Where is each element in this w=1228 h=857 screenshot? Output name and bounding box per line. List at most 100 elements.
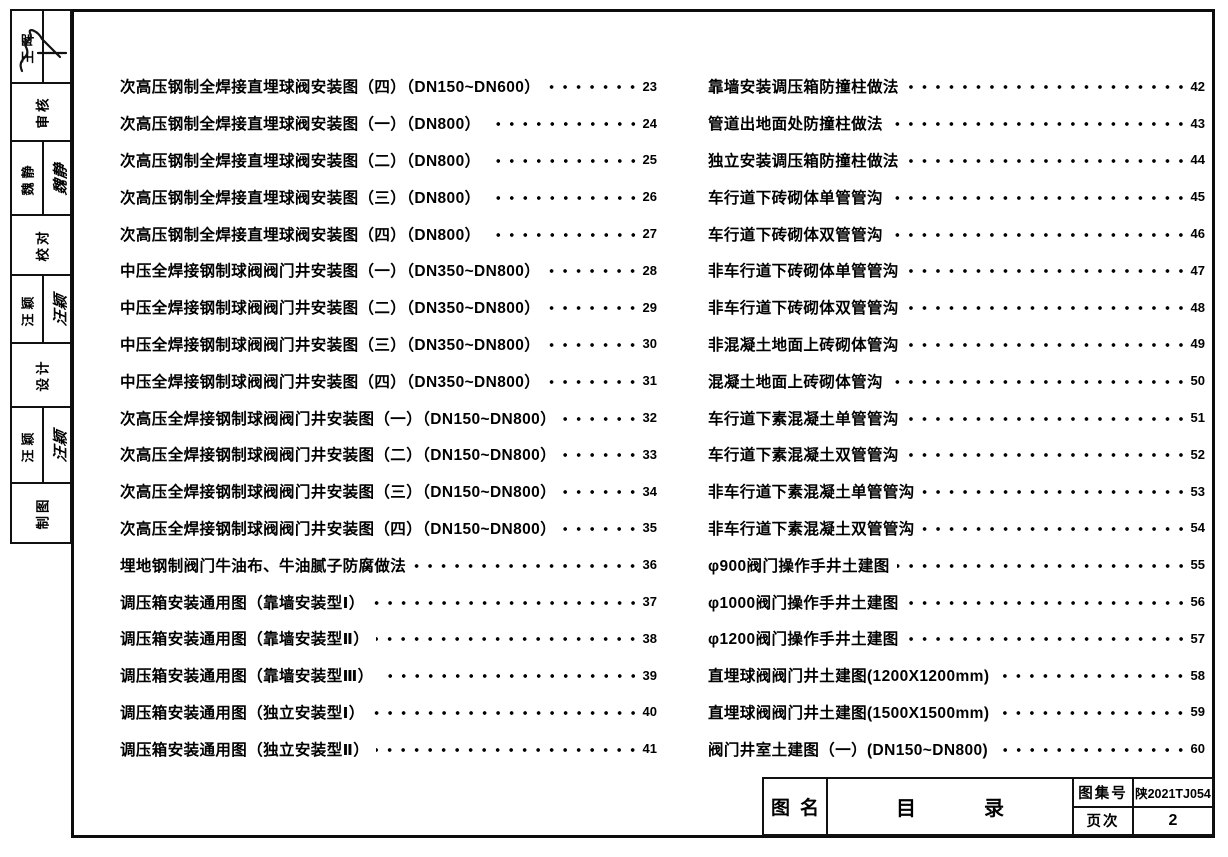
page-number-label: 页次 [1086, 814, 1120, 831]
toc-entry: 非车行道下素混凝土单管管沟 53 [708, 473, 1205, 510]
dot-leader [889, 227, 1188, 242]
toc-entry-page: 60 [1190, 741, 1205, 757]
sidebar-name-label: 汪颖 [20, 291, 36, 327]
toc-entry-page: 29 [642, 299, 657, 315]
toc-entry: φ1200阀门操作手井土建图 57 [708, 620, 1205, 657]
sidebar-name-cell: 王晖 [12, 11, 44, 82]
toc-entry-title: φ900阀门操作手井土建图 [708, 557, 890, 575]
toc-entry-title: 直埋球阀阀门井土建图(1200X1200mm) [708, 668, 990, 686]
toc-entry: 直埋球阀阀门井土建图(1200X1200mm) 58 [708, 657, 1205, 694]
title-block: 图名 目录 图集号 页次 陕2021TJ054 2 [762, 777, 1214, 836]
atlas-number-label: 图集号 [1074, 779, 1132, 808]
toc-entry-page: 53 [1190, 483, 1205, 499]
toc-entry-page: 33 [642, 446, 657, 462]
toc-entry: 非车行道下砖砌体单管管沟 47 [708, 252, 1205, 289]
dot-leader [905, 264, 1188, 279]
toc-right-column: 靠墙安装调压箱防撞柱做法 42 管道出地面处防撞柱做法 43 独立安装调压箱防撞柱做法 4… [708, 68, 1205, 767]
toc-entry-page: 40 [642, 704, 657, 720]
toc-entry-page: 28 [642, 262, 657, 278]
toc-entry-title: 独立安装调压箱防撞柱做法 [708, 152, 899, 170]
toc-entry: 次高压钢制全焊接直埋球阀安装图（四）（DN800） 27 [120, 215, 657, 252]
dot-leader [547, 80, 640, 95]
toc-entry-title: 调压箱安装通用图（靠墙安装型Ⅰ） [120, 594, 365, 612]
dot-leader [547, 301, 640, 316]
page-number-value: 2 [1168, 811, 1178, 829]
toc-entry: 非车行道下素混凝土双管管沟 54 [708, 510, 1205, 547]
toc-entry-title: 次高压钢制全焊接直埋球阀安装图（一）（DN800） [120, 116, 481, 134]
toc-entry: 阀门井室土建图（一）(DN150~DN800) 60 [708, 730, 1205, 767]
toc-entry: 次高压钢制全焊接直埋球阀安装图（二）（DN800） 25 [120, 142, 657, 179]
sidebar-row-校对: 校对 [10, 214, 72, 276]
toc-entry-page: 23 [642, 78, 657, 94]
sidebar-role-label: 校对 [35, 228, 50, 262]
sidebar-role-cell: 制图 [12, 484, 70, 542]
sidebar-row-汪颖: 汪颖 汪颖 [10, 406, 72, 484]
toc-entry: 车行道下砖砌体双管管沟 46 [708, 215, 1205, 252]
toc-entry-page: 44 [1190, 152, 1205, 168]
sidebar-signature-cell [19, 11, 70, 82]
toc-entry-page: 26 [642, 189, 657, 205]
toc-entry-page: 54 [1190, 520, 1205, 536]
sidebar-signature-cell: 汪颖 [44, 408, 76, 482]
toc-entry: 非车行道下砖砌体双管管沟 48 [708, 289, 1205, 326]
dot-leader [371, 705, 640, 720]
toc-entry-page: 49 [1190, 336, 1205, 352]
toc-entry-page: 31 [642, 373, 657, 389]
toc-entry: 中压全焊接钢制球阀阀门井安装图（一）（DN350~DN800） 28 [120, 252, 657, 289]
toc-entry-page: 25 [642, 152, 657, 168]
toc-entry-title: 管道出地面处防撞柱做法 [708, 116, 883, 134]
title-block-labels: 图集号 页次 [1074, 779, 1134, 834]
toc-left-column: 次高压钢制全焊接直埋球阀安装图（四）（DN150~DN600） 23 次高压钢制全焊… [120, 68, 657, 767]
toc-entry-title: 调压箱安装通用图（靠墙安装型Ⅲ） [120, 668, 374, 686]
toc-entry-title: 次高压全焊接钢制球阀阀门井安装图（二）（DN150~DN800） [120, 447, 557, 465]
sidebar-name-label: 魏静 [20, 160, 36, 196]
sidebar-row-审核: 审核 [10, 82, 72, 142]
dot-leader [905, 595, 1188, 610]
drawing-name-label-text: 图名 [770, 798, 829, 819]
toc-entry-page: 56 [1190, 594, 1205, 610]
toc-entry-page: 24 [642, 115, 657, 131]
toc-entry-title: 非车行道下砖砌体双管管沟 [708, 300, 899, 318]
toc-entry-title: 非车行道下素混凝土双管管沟 [708, 520, 915, 538]
toc-entry-title: 直埋球阀阀门井土建图(1500X1500mm) [708, 704, 990, 722]
toc-entry: φ1000阀门操作手井土建图 56 [708, 583, 1205, 620]
drawing-name-label: 图名 [764, 779, 828, 834]
toc-entry-title: 中压全焊接钢制球阀阀门井安装图（三）（DN350~DN800） [120, 336, 541, 354]
sidebar-role-label: 审核 [35, 95, 50, 129]
toc-entry-title: φ1000阀门操作手井土建图 [708, 594, 899, 612]
dot-leader [547, 374, 640, 389]
dot-leader [905, 301, 1188, 316]
signature-text: 汪颖 [51, 291, 70, 327]
toc-entry-title: 混凝土地面上砖砌体管沟 [708, 373, 883, 391]
dot-leader [563, 411, 640, 426]
toc-entry-title: 中压全焊接钢制球阀阀门井安装图（四）（DN350~DN800） [120, 373, 541, 391]
toc-entry-title: φ1200阀门操作手井土建图 [708, 631, 899, 649]
sidebar-row-制图: 制图 [10, 482, 72, 544]
sidebar-row-魏静: 魏静 魏静 [10, 140, 72, 216]
dot-leader [921, 485, 1188, 500]
signature-scribble [19, 29, 68, 73]
toc-entry-title: 次高压钢制全焊接直埋球阀安装图（三）（DN800） [120, 189, 481, 207]
sidebar-role-cell: 审核 [12, 84, 70, 140]
sidebar-signature-cell: 魏静 [44, 142, 76, 214]
dot-leader [905, 337, 1188, 352]
toc-entry-page: 55 [1190, 557, 1205, 573]
toc-entry-title: 非车行道下素混凝土单管管沟 [708, 484, 915, 502]
toc-entry: 次高压全焊接钢制球阀阀门井安装图（一）（DN150~DN800） 32 [120, 399, 657, 436]
toc-entry-page: 47 [1190, 262, 1205, 278]
toc-entry-page: 45 [1190, 189, 1205, 205]
toc-entry-page: 35 [642, 520, 657, 536]
toc-entry-title: 次高压全焊接钢制球阀阀门井安装图（一）（DN150~DN800） [120, 410, 557, 428]
sidebar-role-cell: 设计 [12, 344, 70, 406]
dot-leader [380, 669, 640, 684]
toc-entry-page: 36 [642, 557, 657, 573]
sidebar-name-cell: 汪颖 [12, 276, 44, 342]
toc-entry-page: 42 [1190, 78, 1205, 94]
toc-entry: 埋地钢制阀门牛油布、牛油腻子防腐做法 36 [120, 546, 657, 583]
sheet-border [71, 9, 1215, 838]
toc-entry-title: 车行道下砖砌体双管管沟 [708, 226, 883, 244]
toc-entry: φ900阀门操作手井土建图 55 [708, 546, 1205, 583]
toc-entry-title: 非车行道下砖砌体单管管沟 [708, 263, 899, 281]
title-block-values: 陕2021TJ054 2 [1134, 779, 1212, 834]
toc-entry-title: 次高压全焊接钢制球阀阀门井安装图（四）（DN150~DN800） [120, 520, 557, 538]
